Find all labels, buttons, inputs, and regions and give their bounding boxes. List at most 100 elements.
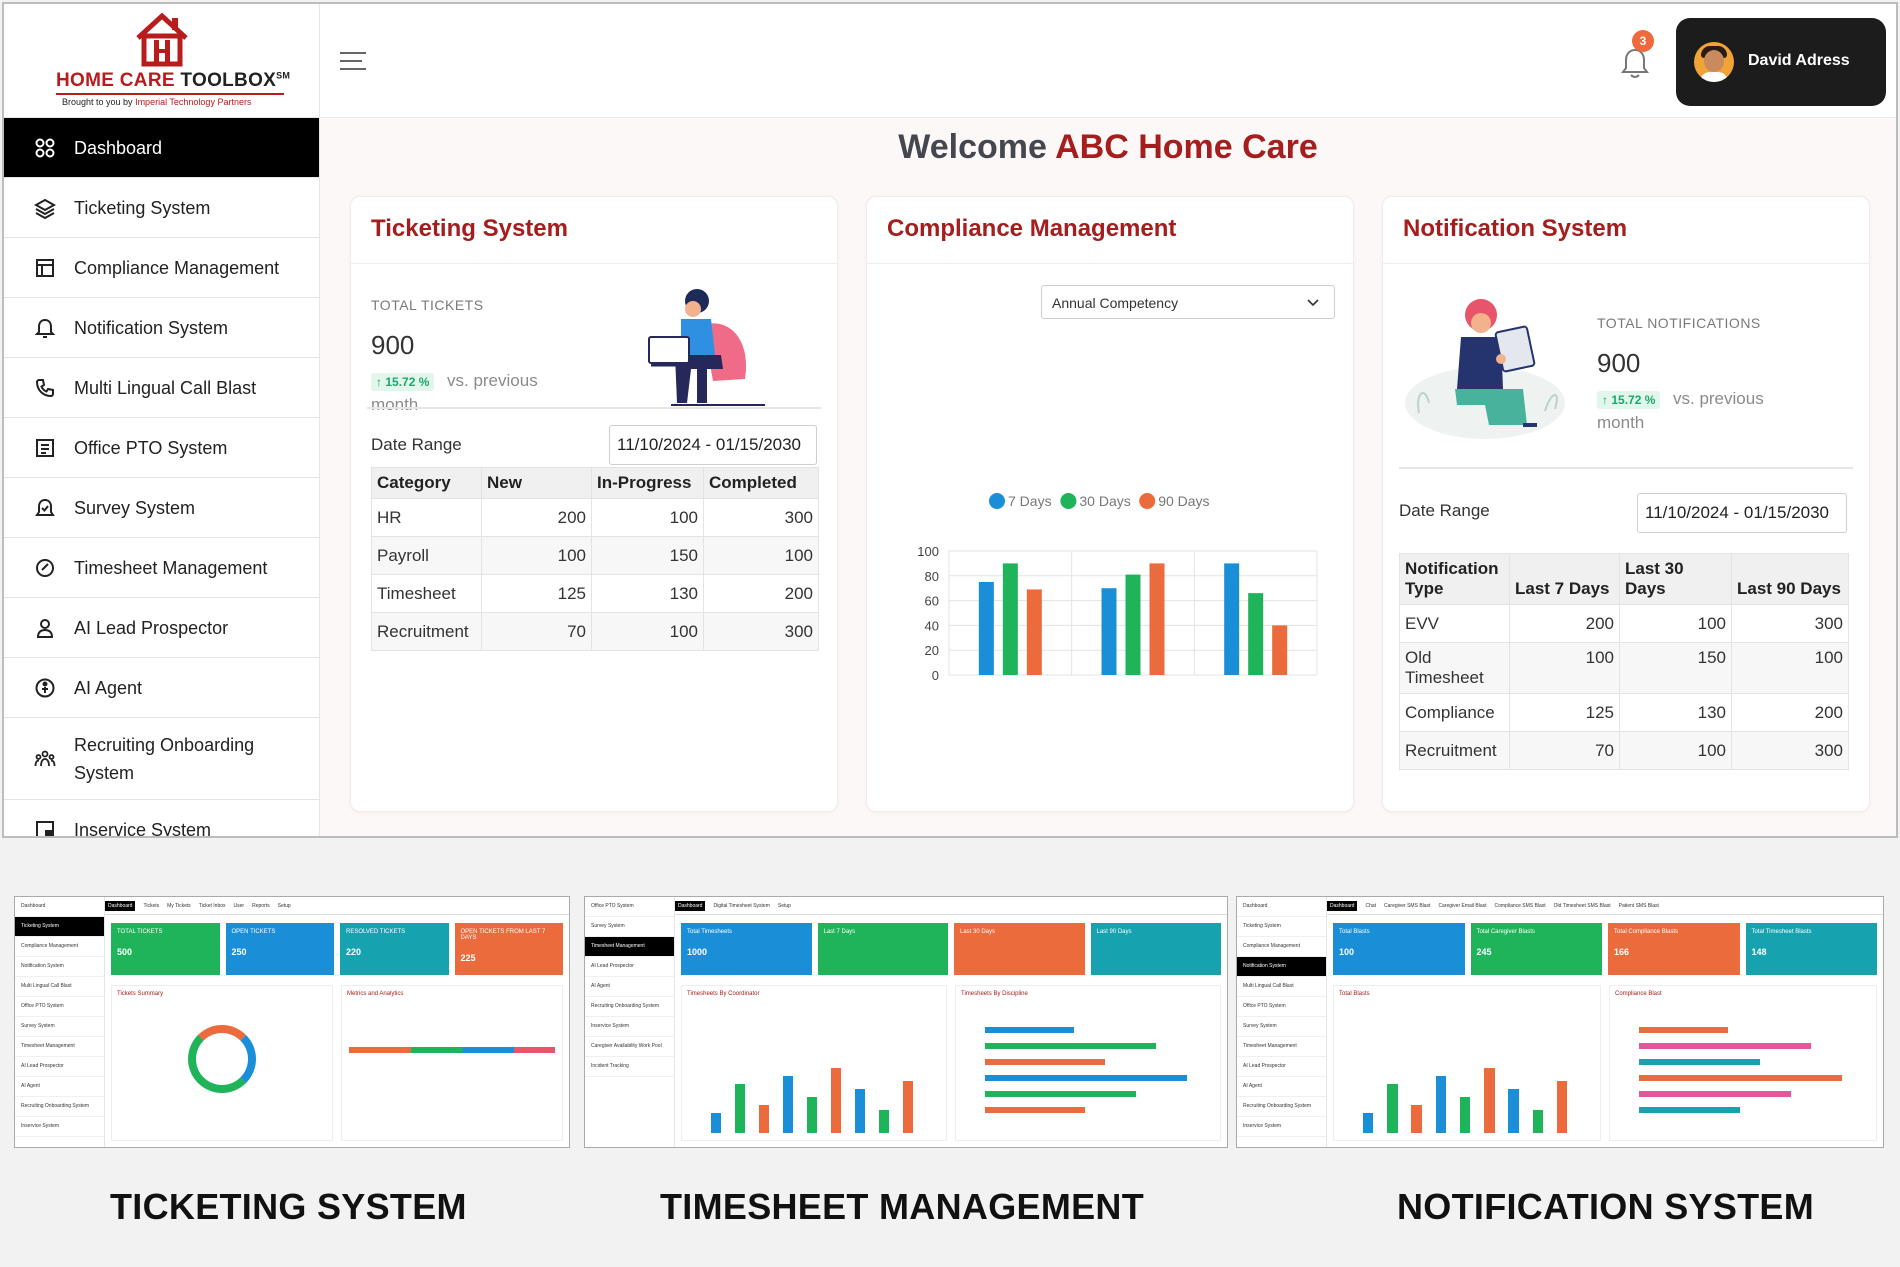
bar [978, 582, 994, 675]
table-cell: 200 [481, 498, 592, 537]
preview-sidebar-item: Survey System [1237, 1017, 1326, 1037]
preview-bar [1484, 1068, 1495, 1133]
user-menu-button[interactable]: David Adress [1676, 18, 1886, 106]
table-header: In-Progress [591, 467, 704, 499]
preview-bar [1639, 1027, 1729, 1033]
preview-sidebar-item: Inservice System [15, 1117, 104, 1137]
legend-label: 90 Days [1158, 493, 1209, 509]
preview-tile: Last 90 Days [1090, 923, 1221, 975]
top-bar: 3 David Adress [320, 4, 1896, 118]
table-header: Last 90 Days [1731, 553, 1849, 605]
table-row: Recruitment 70 100 300 [371, 612, 819, 651]
preview-sidebar-item: Notification System [1237, 957, 1326, 977]
sidebar-item-ticketing-system[interactable]: Ticketing System [4, 178, 319, 238]
ticketing-card: Ticketing System TOTAL TICKETS 900 ↑ 15.… [350, 196, 838, 812]
preview-tab: Setup [277, 902, 291, 909]
table-cell: Payroll [371, 536, 482, 575]
preview-tile: RESOLVED TICKETS 220 [340, 923, 449, 975]
sidebar-item-recruiting-onboarding-system[interactable]: Recruiting Onboarding System [4, 718, 319, 800]
app-window: HOME CARE TOOLBOXSM Brought to you by Im… [2, 2, 1898, 838]
table-header: Category [371, 467, 482, 499]
sidebar-item-ai-lead-prospector[interactable]: AI Lead Prospector [4, 598, 319, 658]
date-range-input[interactable] [1637, 493, 1847, 533]
logo[interactable]: HOME CARE TOOLBOXSM Brought to you by Im… [4, 4, 320, 118]
preview-bar [985, 1075, 1187, 1081]
user-icon [36, 618, 54, 638]
bar [1248, 593, 1264, 675]
preview-bar [903, 1081, 914, 1133]
user-name: David Adress [1748, 52, 1850, 69]
preview-bar [1532, 1110, 1543, 1133]
compliance-type-select[interactable]: Annual Competency [1041, 285, 1335, 319]
change-suffix: vs. previous month [1597, 389, 1764, 432]
preview-sidebar-item: Timesheet Management [585, 937, 674, 957]
table-cell: Timesheet [371, 574, 482, 613]
sidebar-item-timesheet-management[interactable]: Timesheet Management [4, 538, 319, 598]
preview-sidebar-item: Survey System [585, 917, 674, 937]
preview-sidebar-item: Dashboard [15, 897, 104, 917]
table-cell: Recruitment [1399, 731, 1510, 770]
preview-sidebar-item: Office PTO System [15, 997, 104, 1017]
y-tick-label: 80 [925, 569, 939, 584]
sidebar-item-label: Recruiting Onboarding System [74, 734, 255, 783]
table-row: Old Timesheet 100 150 100 [1399, 642, 1849, 694]
table-cell: 200 [703, 574, 819, 613]
sidebar-item-survey-system[interactable]: Survey System [4, 478, 319, 538]
divider [1399, 467, 1853, 469]
sidebar-item-dashboard[interactable]: Dashboard [4, 118, 319, 178]
timesheet-management-preview: Office PTO System Survey System Timesheet … [584, 896, 1228, 1148]
preview-tile: Total Compliance Blasts 166 [1608, 923, 1740, 975]
sidebar-item-multi-lingual-call-blast[interactable]: Multi Lingual Call Blast [4, 358, 319, 418]
table-cell: 130 [591, 574, 704, 613]
stat-value: 900 [1597, 348, 1641, 378]
preview-sidebar-item: Incident Tracking [585, 1057, 674, 1077]
sidebar-item-notification-system[interactable]: Notification System [4, 298, 319, 358]
main-content: Welcome ABC Home Care Ticketing System T… [320, 118, 1896, 836]
y-tick-label: 60 [925, 594, 939, 609]
preview-sidebar-item: Timesheet Management [1237, 1037, 1326, 1057]
sidebar-item-office-pto-system[interactable]: Office PTO System [4, 418, 319, 478]
preview-bar [1556, 1081, 1568, 1133]
welcome-brand: ABC Home Care [1055, 128, 1318, 166]
table-cell: 125 [1509, 693, 1620, 732]
phone-icon [35, 378, 54, 397]
preview-tab: My Tickets [167, 902, 191, 909]
sidebar-item-label: Ticketing System [74, 197, 211, 218]
preview-sidebar-item: AI Lead Prospector [1237, 1057, 1326, 1077]
bar [1149, 563, 1165, 675]
change-badge: ↑ 15.72 % [371, 373, 435, 391]
table-row: Recruitment 70 100 300 [1399, 731, 1849, 770]
preview-tab: Caregiver Email Blast [1438, 902, 1487, 909]
preview-bar [879, 1110, 890, 1133]
notification-count-badge: 3 [1632, 30, 1654, 52]
preview-tile: OPEN TICKETS FROM LAST 7 DAYS 225 [454, 923, 563, 975]
table-cell: 300 [703, 612, 819, 651]
sidebar-item-compliance-management[interactable]: Compliance Management [4, 238, 319, 298]
preview-tab: Old Timesheet SMS Blast [1553, 902, 1611, 909]
stat-value: 900 [371, 330, 415, 360]
notification-card: Notification System TOTAL NOTIFICATIONS … [1382, 196, 1870, 812]
menu-toggle-icon[interactable] [340, 52, 366, 72]
caption-timesheet-management: TIMESHEET MANAGEMENT [660, 1186, 1145, 1227]
preview-tile: TOTAL TICKETS 500 [111, 923, 220, 975]
sidebar-item-ai-agent[interactable]: AI Agent [4, 658, 319, 718]
table-row: Compliance 125 130 200 [1399, 693, 1849, 732]
preview-sidebar-item: Caregiver Availability Work Pool [585, 1037, 674, 1057]
logo-mark: SM [276, 70, 291, 81]
sidebar-item-label: Inservice System [74, 819, 212, 837]
table-header: Notification Type [1399, 553, 1510, 605]
sidebar-item-inservice-system[interactable]: Inservice System [4, 800, 319, 836]
notification-bell-icon[interactable] [1620, 46, 1650, 80]
date-range-input[interactable] [609, 425, 817, 465]
select-value: Annual Competency [1052, 295, 1179, 311]
y-tick-label: 40 [925, 618, 939, 633]
preview-tab: Patient SMS Blast [1618, 902, 1659, 909]
logo-underline [56, 93, 284, 95]
preview-bar [735, 1084, 746, 1133]
preview-bar [1363, 1113, 1374, 1133]
table-cell: 100 [591, 612, 704, 651]
divider [867, 263, 1353, 264]
preview-tab: Caregiver SMS Blast [1384, 902, 1431, 909]
preview-bar [807, 1097, 818, 1133]
